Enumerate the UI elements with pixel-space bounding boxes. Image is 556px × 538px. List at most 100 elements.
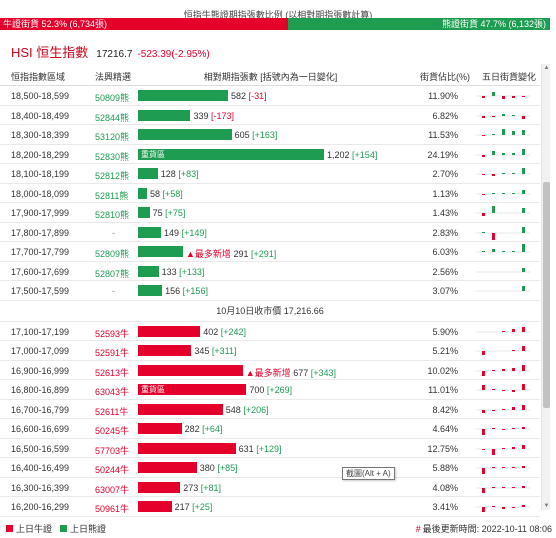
five-day-sparkline [476, 148, 530, 157]
hsi-change: -523.39(-2.95%) [137, 49, 210, 60]
contracts-bar [138, 442, 236, 454]
warrant-code[interactable]: 52807熊 [95, 268, 130, 279]
contracts-bar [138, 285, 163, 296]
warrant-code[interactable]: 52611牛 [95, 406, 129, 417]
table-row[interactable]: 17,500-17,599 - 156 [+156] 3.07% [0, 281, 540, 301]
outstanding-pct: 1.43% [432, 208, 458, 218]
sparkline-bar [502, 96, 505, 99]
table-row[interactable]: 18,300-18,399 53120熊 605 [+163] 11.53% [0, 125, 540, 145]
contracts-value: 402 [+242] [203, 327, 246, 337]
warrant-code[interactable]: 52809熊 [95, 249, 130, 259]
warrant-code[interactable]: 52810熊 [95, 210, 130, 220]
table-row[interactable]: 16,700-16,799 52611牛 548 [+206] 8.42% [0, 400, 540, 419]
warrant-code: - [112, 286, 115, 296]
sparkline-bar [502, 447, 505, 449]
warrant-code[interactable]: 50244牛 [95, 465, 130, 475]
most-added-label: ▲最多新增 [186, 249, 231, 259]
sparkline-bar [492, 192, 495, 194]
table-row[interactable]: 18,500-18,599 50809熊 582 [-31] 11.90% [0, 86, 540, 106]
table-row[interactable]: 16,900-16,999 52613牛 ▲最多新增 677 [+343] 10.02… [0, 361, 540, 380]
table-row[interactable]: 17,800-17,899 - 149 [+149] 2.83% [0, 223, 540, 242]
sparkline-bar [522, 427, 525, 429]
index-range: 16,300-16,399 [11, 482, 70, 493]
warrant-code[interactable]: 63007牛 [95, 484, 130, 495]
sparkline-bar [502, 467, 505, 468]
table-row[interactable]: 16,400-16,499 50244牛 380 [+85] 5.88% [0, 458, 540, 478]
index-range: 18,300-18,399 [11, 130, 70, 140]
warrant-code[interactable]: 52844熊 [95, 112, 130, 123]
legend-bear: 上日熊證 [60, 522, 106, 535]
sparkline-bar [482, 213, 485, 216]
legend-bear-label: 上日熊證 [70, 524, 107, 534]
warrant-code[interactable]: 52812熊 [95, 171, 130, 181]
bear-ratio-segment: 熊證街貨 47.7% (6,132張) [287, 18, 550, 30]
index-range: 18,400-18,499 [11, 110, 70, 121]
sparkline-bar [502, 192, 505, 194]
screenshot-tooltip: 截圖(Alt + A) [342, 467, 395, 480]
warrant-code[interactable]: 57703牛 [95, 445, 130, 456]
outstanding-pct: 12.75% [427, 443, 458, 454]
daily-change: [+163] [252, 130, 278, 140]
table-row[interactable]: 18,000-18,099 52811熊 58 [+58] 1.13% [0, 184, 540, 203]
contracts-number: 128 [160, 169, 176, 179]
warrant-code[interactable]: 63043牛 [95, 387, 130, 397]
table-row[interactable]: 17,000-17,099 52591牛 345 [+311] 5.21% [0, 341, 540, 361]
sparkline-bar [522, 505, 525, 507]
index-range: 16,600-16,699 [11, 424, 70, 434]
warrant-code[interactable]: 50809熊 [95, 93, 130, 103]
warrant-code[interactable]: 52591牛 [95, 348, 130, 358]
table-row[interactable]: 17,100-17,199 52593牛 402 [+242] 5.90% [0, 322, 540, 341]
contracts-bar [138, 168, 158, 179]
table-row[interactable]: 16,300-16,399 63007牛 273 [+81] 4.08% [0, 478, 540, 497]
table-row[interactable]: 18,400-18,499 52844熊 339 [-173] 6.82% [0, 106, 540, 125]
sparkline-bar [502, 113, 505, 116]
sparkline-bar [512, 173, 515, 174]
warrant-code[interactable]: 52811熊 [95, 190, 129, 201]
index-range: 16,400-16,499 [11, 463, 70, 473]
warrant-code[interactable]: 52613牛 [95, 367, 130, 378]
table-row[interactable]: 17,900-17,999 52810熊 75 [+75] 1.43% [0, 203, 540, 223]
index-range: 16,900-16,999 [11, 365, 70, 376]
warrant-code[interactable]: 50245牛 [95, 426, 130, 436]
table-row[interactable]: 16,600-16,699 50245牛 282 [+64] 4.64% [0, 419, 540, 439]
sparkline-bar [482, 193, 485, 195]
contracts-number: 291 [233, 249, 249, 259]
five-day-sparkline [476, 286, 530, 292]
heavy-zone-label: 重貨區 [141, 149, 165, 159]
sparkline-bar [502, 152, 505, 155]
sparkline-bar [512, 390, 515, 392]
table-row[interactable]: 16,200-16,299 50961牛 217 [+25] 3.41% [0, 497, 540, 517]
table-row[interactable]: 18,200-18,299 52830熊 重貨區 1,202 [+154] 24.19% [0, 145, 540, 164]
table-row[interactable]: 17,700-17,799 52809熊 ▲最多新增 291 [+291] 6.03% [0, 242, 540, 262]
outstanding-pct: 4.64% [432, 424, 458, 434]
daily-change: [+85] [217, 463, 238, 473]
outstanding-pct: 24.19% [427, 149, 458, 160]
warrant-code[interactable]: 52593牛 [95, 328, 130, 339]
table-row[interactable]: 17,600-17,699 52807熊 133 [+133] 2.56% [0, 262, 540, 281]
header-range: 恒指指數區域 [11, 72, 66, 82]
legend-bull-swatch [6, 525, 13, 532]
contracts-bar: 重貨區 [138, 384, 247, 395]
table-row[interactable]: 16,500-16,599 57703牛 631 [+129] 12.75% [0, 439, 540, 458]
sparkline-bar [522, 404, 525, 410]
contracts-bar [138, 501, 172, 512]
sparkline-bar [492, 506, 495, 507]
scroll-thumb[interactable] [543, 182, 550, 408]
contracts-bar [138, 129, 232, 140]
table-row[interactable]: 18,100-18,199 52812熊 128 [+83] 2.70% [0, 164, 540, 184]
outstanding-pct: 6.82% [432, 110, 458, 121]
sparkline-bar [492, 174, 495, 176]
warrant-code[interactable]: 50961牛 [95, 504, 130, 514]
sparkline-bar [492, 232, 495, 240]
warrant-code[interactable]: 52830熊 [95, 151, 130, 162]
contracts-bar [138, 423, 182, 434]
table-row[interactable]: 16,800-16,899 63043牛 重貨區 700 [+269] 11.01% [0, 380, 540, 400]
scroll-down-arrow-icon[interactable]: ▼ [543, 503, 550, 509]
warrant-code[interactable]: 53120熊 [95, 132, 130, 142]
outstanding-pct: 11.01% [428, 385, 458, 395]
outstanding-pct: 2.56% [432, 266, 458, 277]
vertical-scrollbar[interactable]: ▲ ▼ [541, 64, 550, 510]
scroll-up-arrow-icon[interactable]: ▲ [543, 65, 550, 71]
five-day-sparkline [476, 92, 530, 99]
sparkline-bar [492, 150, 495, 155]
